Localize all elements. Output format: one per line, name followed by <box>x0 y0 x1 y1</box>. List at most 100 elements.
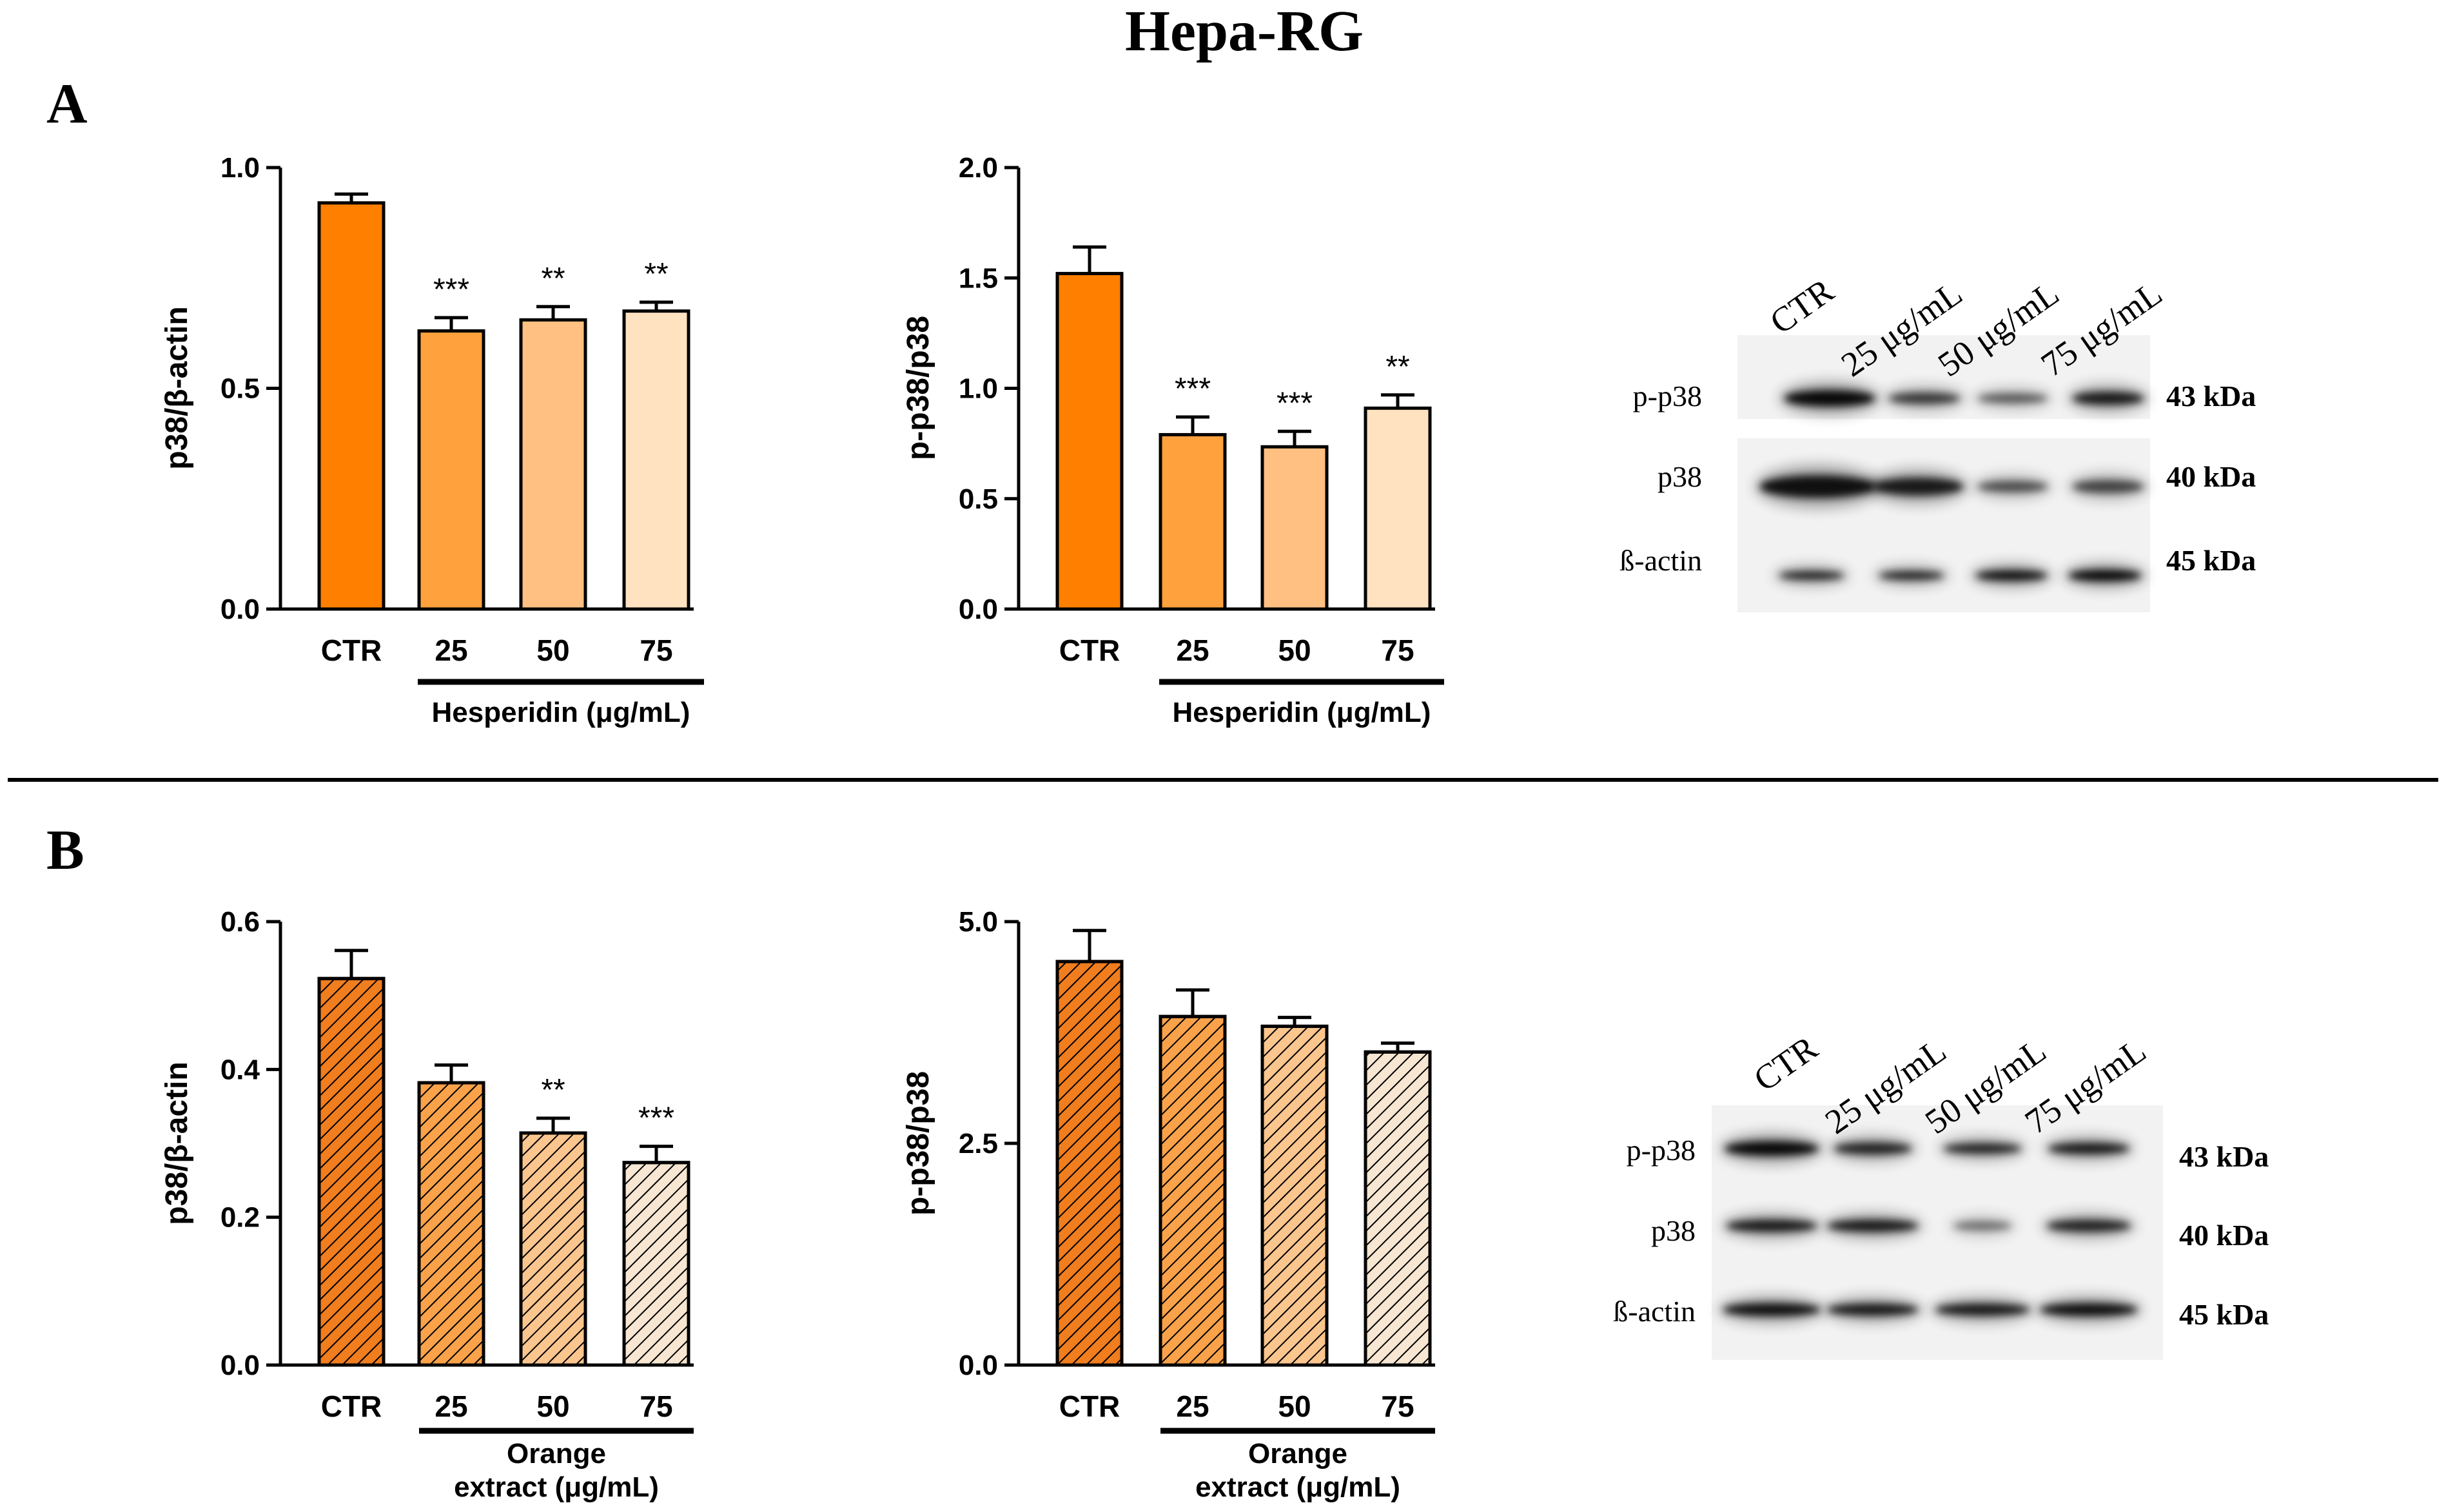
blot-band <box>1976 570 2047 581</box>
y-tick-label: 5.0 <box>959 906 998 938</box>
x-tick-label: 25 <box>435 1390 467 1423</box>
kda-label: 43 kDa <box>2179 1140 2269 1173</box>
protein-label: ß-actin <box>1613 1295 1696 1328</box>
protein-label: p-p38 <box>1627 1134 1696 1167</box>
x-tick-label: 75 <box>1381 634 1414 667</box>
x-tick-label: 75 <box>1381 1390 1414 1423</box>
blot-band <box>1785 390 1875 407</box>
kda-label: 40 kDa <box>2179 1219 2269 1252</box>
blot-band <box>1879 571 1944 580</box>
blot-band <box>1779 571 1844 580</box>
blot-band <box>1727 1219 1817 1232</box>
group-label: Hesperidin (μg/mL) <box>1173 697 1431 728</box>
blot-band <box>1828 1219 1918 1232</box>
x-tick-label: 25 <box>435 634 467 667</box>
bar-hatch <box>317 976 386 1367</box>
blot-band <box>1760 475 1876 498</box>
x-tick-label: 75 <box>640 634 672 667</box>
blot-band <box>2040 1303 2137 1316</box>
significance-label: *** <box>433 273 469 307</box>
blot-band <box>2047 1219 2131 1232</box>
y-tick-label: 0.5 <box>220 373 260 405</box>
significance-label: *** <box>1175 372 1211 406</box>
blot-band <box>1889 393 1960 404</box>
blot-band <box>1944 1143 2021 1154</box>
y-tick-label: 0.0 <box>959 1350 998 1381</box>
significance-label: ** <box>541 1073 565 1107</box>
y-tick-label: 1.5 <box>959 262 998 294</box>
kda-label: 43 kDa <box>2166 380 2256 412</box>
y-tick-label: 1.0 <box>959 373 998 405</box>
panel-label-b: B <box>46 819 84 882</box>
lane-label: CTR <box>1763 271 1840 342</box>
x-tick-label: CTR <box>321 634 382 667</box>
blot-band <box>1834 1142 1912 1155</box>
x-tick-label: 50 <box>536 1390 569 1423</box>
group-label: extract (μg/mL) <box>1195 1471 1400 1503</box>
blot-band <box>2073 392 2144 405</box>
kda-label: 45 kDa <box>2166 544 2256 577</box>
group-label: Orange <box>1248 1438 1347 1469</box>
y-axis-label: p-p38/p38 <box>901 1071 935 1216</box>
y-tick-label: 0.0 <box>959 594 998 625</box>
bar-hatch <box>1055 960 1124 1367</box>
significance-label: ** <box>1385 350 1409 384</box>
bar-hatch <box>1260 1024 1329 1367</box>
bar <box>1055 271 1124 611</box>
y-tick-label: 0.2 <box>220 1202 260 1234</box>
y-tick-label: 0.4 <box>220 1054 260 1085</box>
x-tick-label: 50 <box>1278 1390 1311 1423</box>
bar-hatch <box>519 1131 587 1367</box>
significance-label: ** <box>644 257 668 291</box>
x-tick-label: 25 <box>1176 634 1209 667</box>
significance-label: ** <box>541 262 565 296</box>
chart-a2: 0.0 0.5 1.0 1.5 2.0 p-p38/p38 CTR 25 *** 50 *** 75 *… <box>901 152 1444 728</box>
bar-hatch <box>417 1081 485 1367</box>
chart-a1: 0.0 0.5 1.0 p38/β-actin CTR 25 *** 50 ** 75 ** Hesp… <box>160 152 704 728</box>
x-tick-label: CTR <box>321 1390 382 1423</box>
blot-band <box>2069 570 2141 581</box>
bar <box>317 201 386 611</box>
bar-hatch <box>622 1161 690 1367</box>
y-tick-label: 0.0 <box>220 594 260 625</box>
panel-label-a: A <box>46 73 88 135</box>
protein-label: ß-actin <box>1619 544 1702 577</box>
blot-band <box>1953 1221 2011 1231</box>
chart-b2: 0.0 2.5 5.0 p-p38/p38 CTR 25 50 75 Orangeextract… <box>901 906 1435 1503</box>
x-tick-label: 50 <box>536 634 569 667</box>
x-tick-label: 25 <box>1176 1390 1209 1423</box>
y-axis-label: p-p38/p38 <box>901 316 935 460</box>
bar <box>622 309 690 611</box>
y-tick-label: 0.6 <box>220 906 260 938</box>
protein-label: p38 <box>1651 1214 1696 1247</box>
protein-label: p38 <box>1658 460 1702 493</box>
y-tick-label: 0.0 <box>220 1350 260 1381</box>
y-tick-label: 2.5 <box>959 1128 998 1159</box>
y-axis-label: p38/β-actin <box>160 1061 194 1225</box>
blot-band <box>2048 1143 2129 1154</box>
x-tick-label: 50 <box>1278 634 1311 667</box>
lane-label: CTR <box>1746 1029 1824 1099</box>
bar-hatch <box>1159 1014 1227 1367</box>
blot-band <box>1978 393 2048 403</box>
blot-band <box>1873 478 1963 496</box>
group-label: extract (μg/mL) <box>454 1471 659 1503</box>
bar <box>519 318 587 611</box>
blot-band <box>1978 481 2048 492</box>
kda-label: 45 kDa <box>2179 1298 2269 1331</box>
bar <box>1260 445 1329 611</box>
blot-band <box>1828 1303 1918 1316</box>
kda-label: 40 kDa <box>2166 460 2256 493</box>
y-axis-label: p38/β-actin <box>160 306 194 469</box>
x-tick-label: CTR <box>1059 634 1120 667</box>
chart-b1: 0.0 0.2 0.4 0.6 p38/β-actin CTR 25 50 ** 75 *** Ora… <box>160 906 694 1503</box>
blot-band <box>1723 1303 1820 1316</box>
bar <box>417 329 485 611</box>
y-tick-label: 2.0 <box>959 152 998 184</box>
y-tick-label: 0.5 <box>959 483 998 515</box>
blot-band <box>1935 1303 2030 1316</box>
blot-band <box>2073 480 2144 493</box>
y-tick-label: 1.0 <box>220 152 260 184</box>
